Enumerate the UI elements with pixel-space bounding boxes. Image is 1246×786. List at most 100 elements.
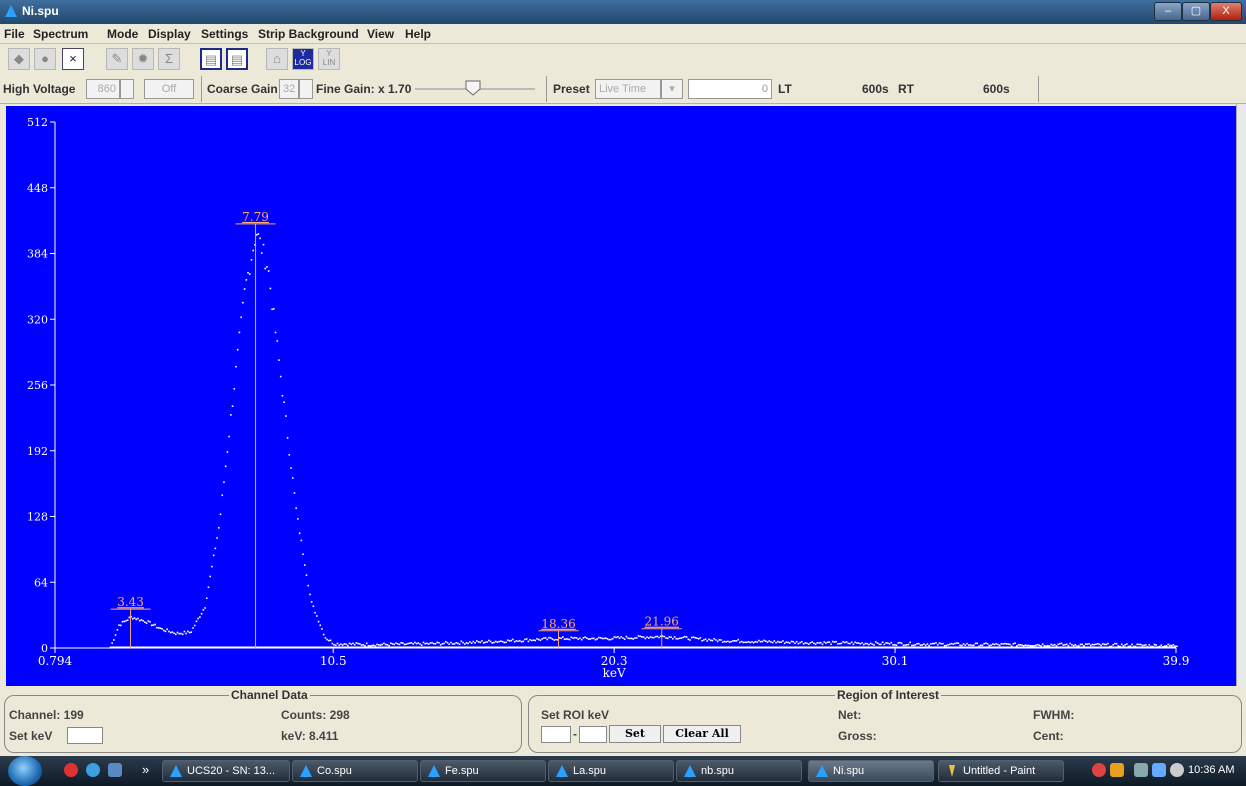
data-point <box>298 532 301 535</box>
data-point <box>842 641 844 643</box>
coarse-gain-spinner[interactable] <box>299 79 313 99</box>
fine-gain-slider[interactable] <box>465 80 481 96</box>
data-point <box>905 644 908 646</box>
volume-icon[interactable] <box>1170 763 1184 777</box>
data-point <box>742 641 745 644</box>
off-button[interactable]: Off <box>144 79 194 99</box>
high-voltage-input[interactable]: 860 <box>86 79 120 99</box>
menu-file[interactable]: File <box>4 27 25 41</box>
data-point <box>752 641 755 644</box>
menu-mode[interactable]: Mode <box>107 27 139 41</box>
antivirus-icon[interactable] <box>64 763 78 777</box>
home-icon[interactable]: ⌂ <box>266 48 288 70</box>
chevron-down-icon[interactable]: ▾ <box>661 79 683 99</box>
gear-icon[interactable]: ✹ <box>132 48 154 70</box>
data-point <box>445 640 447 643</box>
menu-display[interactable]: Display <box>148 27 191 41</box>
data-point <box>156 626 158 629</box>
maximize-button[interactable]: ▢ <box>1182 2 1210 21</box>
task-fe-spu[interactable]: Fe.spu <box>420 760 546 782</box>
data-point <box>606 638 609 640</box>
data-point <box>171 631 174 633</box>
task-co-spu[interactable]: Co.spu <box>292 760 418 782</box>
data-point <box>1043 644 1046 647</box>
data-point <box>622 637 624 639</box>
menu-bar: File Spectrum Mode Display Settings Stri… <box>0 24 1246 44</box>
menu-help[interactable]: Help <box>405 27 432 41</box>
toolbar: ◆ ● × ✎ ✹ Σ ▤ ▤ ⌂ Y LOG Y LIN <box>0 44 1246 74</box>
task-nb-spu[interactable]: nb.spu <box>676 760 802 782</box>
task-la-spu[interactable]: La.spu <box>548 760 674 782</box>
fine-gain-label: Fine Gain: x 1.70 <box>316 82 412 96</box>
data-point <box>656 635 659 638</box>
data-point <box>923 643 925 645</box>
spectrum-chart[interactable]: 0 64 128 192 256 320 384 448 512 0.794 10.5 20.3 30.… <box>6 106 1236 686</box>
data-point <box>1165 645 1168 647</box>
data-point <box>417 642 420 644</box>
menu-view[interactable]: View <box>367 27 395 41</box>
document-icon[interactable]: ▤ <box>200 48 222 70</box>
display-icon[interactable] <box>1152 763 1166 777</box>
data-point <box>1021 644 1023 646</box>
data-point <box>448 643 451 646</box>
coarse-gain-input[interactable]: 32 <box>279 79 299 99</box>
menu-settings[interactable]: Settings <box>201 27 249 41</box>
preset-count-input[interactable]: 0 <box>688 79 772 99</box>
task-ni-spu[interactable]: Ni.spu <box>808 760 934 782</box>
set-kev-input[interactable] <box>67 727 103 744</box>
lin-y-label: Y <box>326 49 332 58</box>
log-scale-button[interactable]: Y LOG <box>292 48 314 70</box>
roi-end-input[interactable] <box>579 726 607 743</box>
lin-scale-button[interactable]: Y LIN <box>318 48 340 70</box>
document-copy-icon[interactable]: ▤ <box>226 48 248 70</box>
more-chevron-icon[interactable]: » <box>142 762 150 777</box>
data-point <box>1000 642 1003 645</box>
pen-icon[interactable]: ✎ <box>106 48 128 70</box>
set-kev-label: Set keV <box>9 729 53 743</box>
desktop-icon[interactable] <box>108 763 122 777</box>
data-point <box>233 388 236 390</box>
clear-all-button[interactable]: Clear All <box>663 725 741 743</box>
data-point <box>756 641 758 643</box>
diamond-icon[interactable]: ◆ <box>8 48 30 70</box>
data-point <box>336 642 339 645</box>
data-point <box>828 641 831 643</box>
data-point <box>713 637 715 640</box>
data-point <box>534 639 537 642</box>
data-point <box>718 639 721 641</box>
minimize-button[interactable]: – <box>1154 2 1182 21</box>
cancel-x-button[interactable]: × <box>62 48 84 70</box>
start-button[interactable] <box>8 756 42 786</box>
data-point <box>334 644 337 647</box>
preset-select[interactable]: Live Time <box>595 79 661 99</box>
data-point <box>488 639 490 642</box>
roi-start-input[interactable] <box>541 726 571 743</box>
set-roi-button[interactable]: Set <box>609 725 661 743</box>
sum-button[interactable]: Σ <box>158 48 180 70</box>
circle-icon[interactable]: ● <box>34 48 56 70</box>
data-point <box>617 636 619 638</box>
task-paint[interactable]: Untitled - Paint <box>938 760 1064 782</box>
task-ucs20[interactable]: UCS20 - SN: 13... <box>162 760 290 782</box>
menu-strip-background[interactable]: Strip Background <box>258 27 359 41</box>
data-point <box>954 642 956 645</box>
high-voltage-label: High Voltage <box>3 82 76 96</box>
x-tick-label: 0.794 <box>38 654 73 668</box>
network-icon[interactable] <box>1134 763 1148 777</box>
high-voltage-spinner[interactable] <box>120 79 134 99</box>
data-point <box>1133 645 1135 648</box>
data-point <box>441 643 444 645</box>
menu-spectrum[interactable]: Spectrum <box>33 27 89 41</box>
vertical-scrollbar[interactable] <box>1236 104 1246 686</box>
set-roi-label: Set ROI keV <box>541 708 610 722</box>
alert-icon[interactable] <box>1092 763 1106 777</box>
data-point <box>532 639 535 642</box>
shield-icon[interactable] <box>1110 763 1124 777</box>
browser-icon[interactable] <box>86 763 100 777</box>
data-point <box>219 513 222 516</box>
data-point <box>228 435 230 438</box>
close-button[interactable]: X <box>1210 2 1242 21</box>
data-point <box>524 638 526 641</box>
data-point <box>1088 642 1090 645</box>
data-point <box>340 643 342 645</box>
